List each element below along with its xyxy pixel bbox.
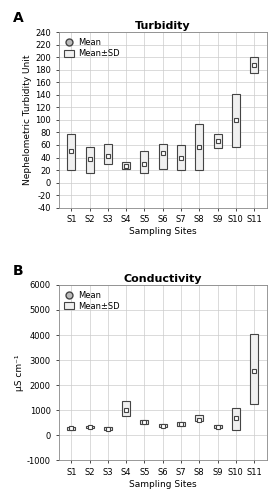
Bar <box>104 428 112 430</box>
Y-axis label: Nephelometric Turbidity Unit: Nephelometric Turbidity Unit <box>23 54 32 185</box>
Bar <box>86 426 94 428</box>
Bar <box>67 427 75 430</box>
Title: Conductivity: Conductivity <box>123 274 202 284</box>
Y-axis label: μS cm⁻¹: μS cm⁻¹ <box>15 354 24 391</box>
Bar <box>140 420 148 424</box>
Bar <box>232 94 240 147</box>
Bar <box>159 144 167 169</box>
Bar <box>232 408 240 430</box>
X-axis label: Sampling Sites: Sampling Sites <box>129 480 197 489</box>
Bar <box>86 147 94 173</box>
Bar <box>122 401 130 416</box>
X-axis label: Sampling Sites: Sampling Sites <box>129 227 197 236</box>
Bar <box>250 57 258 73</box>
Legend: Mean, Mean±SD: Mean, Mean±SD <box>63 36 121 60</box>
Bar <box>122 162 130 169</box>
Text: A: A <box>13 11 23 25</box>
Bar <box>195 416 203 422</box>
Bar <box>67 134 75 170</box>
Bar <box>159 424 167 427</box>
Bar <box>177 422 185 426</box>
Bar <box>104 144 112 164</box>
Legend: Mean, Mean±SD: Mean, Mean±SD <box>63 289 121 312</box>
Bar <box>140 152 148 173</box>
Title: Turbidity: Turbidity <box>135 22 190 32</box>
Text: B: B <box>13 264 23 278</box>
Bar <box>214 426 222 428</box>
Bar <box>195 124 203 170</box>
Bar <box>250 334 258 404</box>
Bar <box>214 134 222 148</box>
Bar <box>177 145 185 170</box>
